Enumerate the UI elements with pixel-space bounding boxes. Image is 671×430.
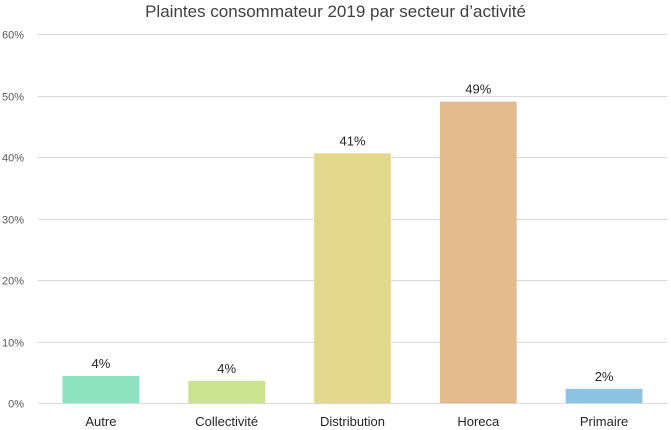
y-tick-label: 30% bbox=[2, 215, 24, 227]
bar-autre bbox=[62, 375, 140, 403]
bar-horeca bbox=[439, 101, 517, 404]
category-label: Primaire bbox=[580, 414, 628, 429]
category-label: Distribution bbox=[320, 414, 385, 429]
y-tick-label: 10% bbox=[2, 338, 24, 350]
data-labels: 4% 4% 41% 49% 2% bbox=[92, 82, 614, 384]
data-label: 4% bbox=[217, 361, 236, 376]
data-label: 49% bbox=[465, 82, 491, 97]
category-label: Autre bbox=[85, 414, 116, 429]
bars bbox=[62, 101, 643, 404]
y-axis-tick-labels: 0% 10% 20% 30% 40% 50% 60% bbox=[2, 30, 24, 411]
x-axis-category-labels: Autre Collectivité Distribution Horeca Prima… bbox=[85, 414, 628, 429]
data-label: 2% bbox=[595, 369, 614, 384]
y-tick-label: 40% bbox=[2, 153, 24, 165]
y-tick-label: 20% bbox=[2, 276, 24, 288]
bar-collectivité bbox=[188, 380, 266, 403]
bar-distribution bbox=[314, 153, 391, 403]
category-label: Collectivité bbox=[195, 414, 258, 429]
data-label: 41% bbox=[339, 133, 365, 148]
y-tick-label: 50% bbox=[2, 92, 24, 104]
y-tick-label: 60% bbox=[2, 30, 24, 42]
chart-title: Plaintes consommateur 2019 par secteur d… bbox=[145, 2, 526, 21]
data-label: 4% bbox=[92, 356, 111, 371]
category-label: Horeca bbox=[457, 414, 500, 429]
bar-primaire bbox=[565, 388, 643, 403]
y-tick-label: 0% bbox=[8, 399, 24, 411]
